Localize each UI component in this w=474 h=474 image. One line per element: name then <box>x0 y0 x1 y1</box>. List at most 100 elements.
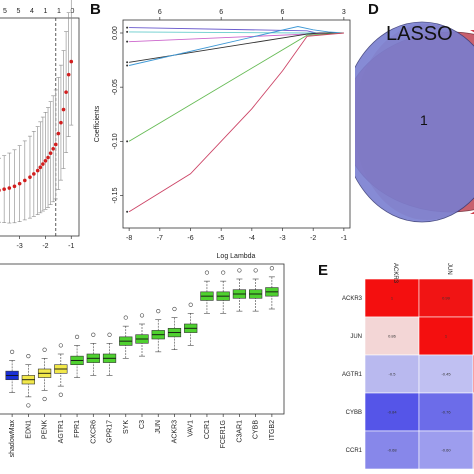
panel-c-category-label: CXCR6 <box>90 420 97 444</box>
panel-e-cell-value: 0.99 <box>442 296 451 301</box>
panel-b-series <box>126 26 344 213</box>
panel-a-bottom-axis: -3 -2 -1 <box>17 236 74 250</box>
panel-e-row-label: AGTR1 <box>342 372 363 378</box>
panel-a-point <box>0 188 1 192</box>
panel-b-x-tick-label: -5 <box>218 235 224 242</box>
panel-e-row-label: CCR1 <box>346 448 363 454</box>
panel-e-row-label: JUN <box>350 334 362 340</box>
panel-b-series-end-marker <box>126 64 129 67</box>
panel-e-cell-value: -0.84 <box>387 410 397 415</box>
panel-d-venn: D LASSO 1 <box>355 1 474 223</box>
panel-b-x-label: Log Lambda <box>217 253 256 260</box>
panel-e-col-label: ACKR3 <box>392 263 398 284</box>
panel-a-point <box>23 178 27 183</box>
panel-b-y-tick-label: -0.05 <box>112 79 119 95</box>
panel-c-outlier <box>204 270 210 275</box>
panel-c-outlier <box>188 302 193 307</box>
panel-e-cell <box>418 430 474 470</box>
panel-a-points <box>0 0 74 224</box>
panel-c-category-label: JUN <box>155 420 162 434</box>
panel-e-col-label: JUN <box>446 263 452 275</box>
panel-b-label: B <box>90 1 101 18</box>
panel-c-outlier <box>42 347 47 352</box>
panel-a-point <box>61 107 66 112</box>
panel-c-category-label: VAV1 <box>188 420 195 437</box>
panel-c-outlier <box>123 315 128 320</box>
panel-b-x-axis: -8 -7 -6 -5 -4 -3 -2 -1 <box>126 228 347 242</box>
panel-c-frame <box>0 263 285 415</box>
panel-b-top-axis: 6 6 6 3 <box>158 9 346 20</box>
panel-c-category-label: SYK <box>123 420 130 434</box>
panel-a-point <box>28 175 32 179</box>
panel-b-x-tick-label: -6 <box>187 235 193 242</box>
panel-c-category-labels: shadowMax EDN1 PENK AGTR1 FPR1 CXCR6 GPR17 SYK C… <box>9 414 276 457</box>
panel-a-point <box>35 168 40 173</box>
panel-a-point <box>7 186 12 190</box>
panel-a-top-axis: 5 5 4 1 1 0 <box>3 8 75 15</box>
venn-title: LASSO <box>386 23 453 45</box>
panel-b-x-tick-label: -7 <box>157 235 163 242</box>
panel-a-point <box>46 155 50 160</box>
panel-e-cell-value: -0.60 <box>441 448 451 453</box>
panel-a-point <box>53 142 58 147</box>
panel-a-tick-label: -2 <box>42 243 48 250</box>
panel-b-y-axis: 0.00 -0.05 -0.10 -0.15 <box>112 26 123 203</box>
panel-e-correlation-heatmap: E 1 0.99 0.86 1 -0.5 -0.45 -0.84 -0.76 -0.68 -0.6… <box>318 262 474 470</box>
venn-left-count: 1 <box>420 112 428 128</box>
panel-b-series-line <box>128 32 344 213</box>
panel-e-row-label: ACKR3 <box>342 296 363 302</box>
panel-a-point <box>66 72 71 77</box>
panel-c-outlier <box>156 309 161 314</box>
panel-b-series-line <box>128 26 344 66</box>
panel-e-cell <box>364 430 420 470</box>
panel-b-x-tick-label: -8 <box>126 235 132 242</box>
panel-c-category-label: FCER1G <box>220 420 227 448</box>
panel-b-x-tick-label: -1 <box>341 235 347 242</box>
panel-c-outlier <box>58 392 63 397</box>
panel-b-top-tick-label: 6 <box>158 9 162 16</box>
panel-c-outlier <box>221 270 226 275</box>
panel-b-top-tick-label: 6 <box>219 9 223 16</box>
venn-left-set <box>355 21 474 223</box>
panel-b-x-tick-label: -4 <box>249 235 255 242</box>
panel-e-row-labels: ACKR3 JUN AGTR1 CYBB CCR1 <box>342 296 363 454</box>
panel-a-point <box>56 131 61 136</box>
panel-b-x-tick-label: -2 <box>310 235 316 242</box>
panel-a-point <box>51 147 55 151</box>
panel-e-cell-value: 0.86 <box>388 334 397 339</box>
panel-a-point <box>43 158 48 163</box>
panel-c-outlier <box>74 334 80 339</box>
panel-b-y-tick-label: -0.10 <box>112 133 119 149</box>
panel-c-category-label: ACKR3 <box>171 420 178 443</box>
panel-a-cv-plot: 5 5 4 1 1 0 -3 -2 -1 <box>0 0 80 250</box>
panel-a-tick-label: -3 <box>17 243 23 250</box>
panel-c-category-label: EDN1 <box>25 420 32 439</box>
panel-b-series-end-marker <box>126 30 129 33</box>
panel-c-outlier <box>26 403 31 408</box>
panel-c-outlier <box>172 306 177 312</box>
panel-c-outlier <box>58 343 63 348</box>
panel-c-category-label: FPR1 <box>74 420 81 438</box>
panel-c-category-label: shadowMax <box>9 420 16 458</box>
panel-a-point <box>41 162 45 166</box>
panel-c-category-label: PENK <box>42 420 49 439</box>
panel-e-label: E <box>318 262 328 279</box>
panel-a-point <box>38 165 43 170</box>
panel-c-category-label: C3 <box>139 420 146 429</box>
panel-e-cell <box>364 354 420 394</box>
panel-e-cell <box>418 392 474 432</box>
panel-b-x-tick-label: -3 <box>279 235 285 242</box>
panel-c-category-label: GPR17 <box>107 420 114 443</box>
panel-b-frame <box>122 19 351 229</box>
panel-c-outlier <box>42 396 47 402</box>
panel-b-y-tick-label: 0.00 <box>112 26 119 40</box>
panel-a-point <box>69 59 74 64</box>
panel-a-point <box>48 151 53 155</box>
panel-e-cell-value: -0.76 <box>441 410 451 415</box>
panel-a-point <box>64 90 68 94</box>
panel-b-series-end-marker <box>126 40 129 43</box>
panel-b-series-line <box>129 32 344 63</box>
panel-a-point <box>2 187 6 191</box>
panel-b-top-tick-label: 3 <box>342 9 346 16</box>
